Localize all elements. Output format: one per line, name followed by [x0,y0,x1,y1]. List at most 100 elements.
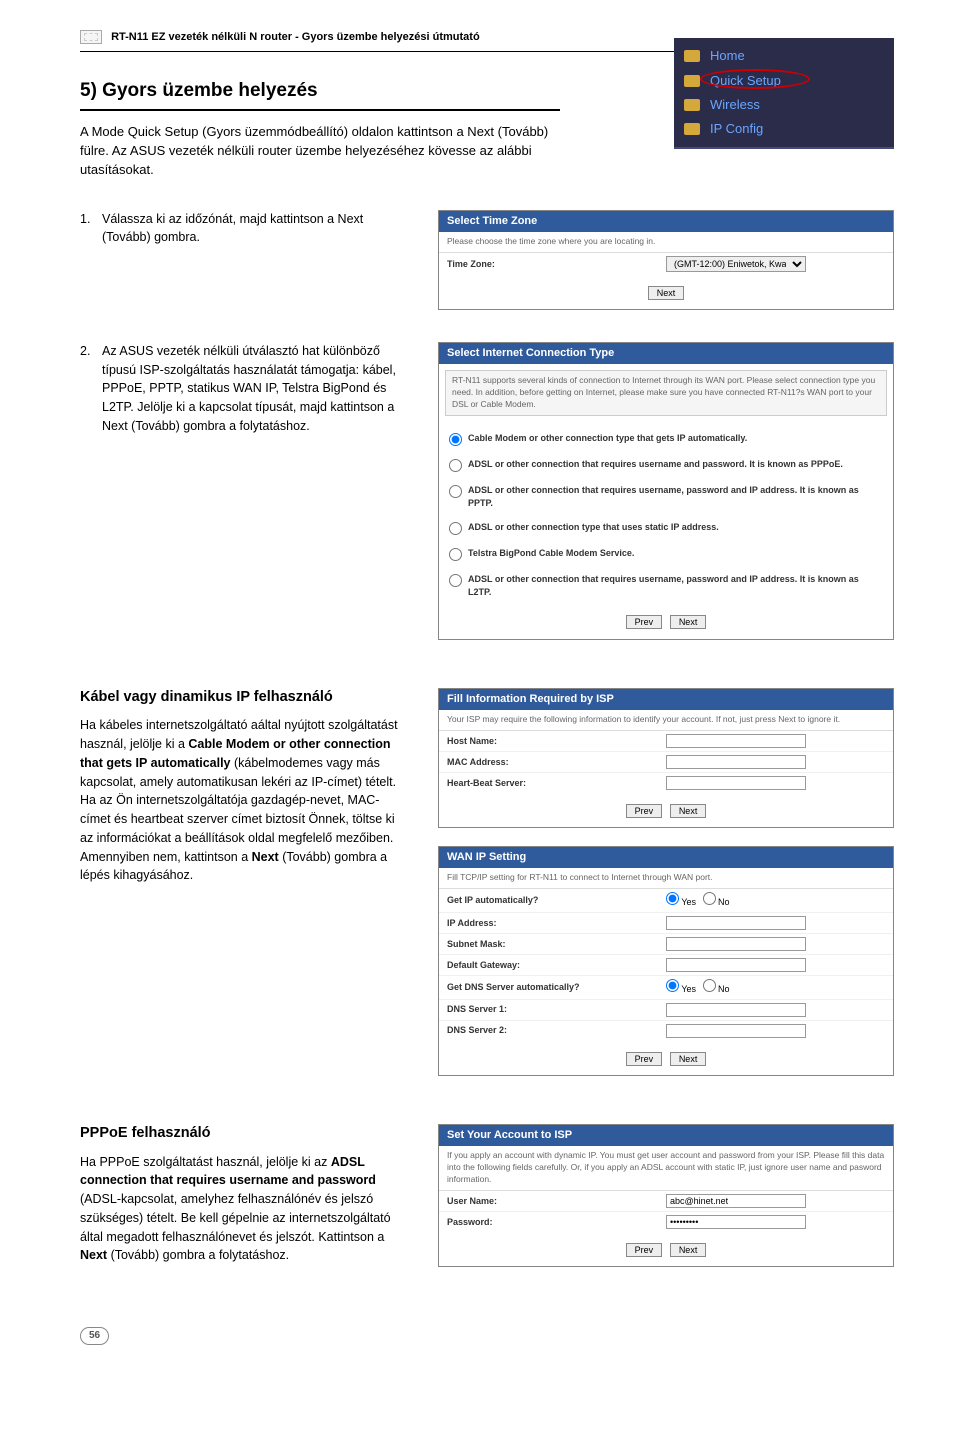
pppoe-heading: PPPoE felhasználó [80,1124,410,1143]
radio-yes[interactable] [666,979,679,992]
wan-row-label: Get DNS Server automatically? [447,981,666,994]
mac-input[interactable] [666,755,806,769]
heartbeat-label: Heart-Beat Server: [447,777,666,790]
prev-button[interactable]: Prev [626,804,663,818]
folder-icon [684,75,700,87]
user-label: User Name: [447,1195,666,1208]
pass-label: Password: [447,1216,666,1229]
no-option[interactable]: No [703,897,730,907]
nav-quick-setup-label: Quick Setup [710,72,781,90]
wan-row-label: DNS Server 2: [447,1024,666,1037]
kabel-heading: Kábel vagy dinamikus IP felhasználó [80,688,410,707]
wan-text-input[interactable] [666,1024,806,1038]
prev-button[interactable]: Prev [626,1243,663,1257]
wan-row-label: IP Address: [447,917,666,930]
wan-row: Get DNS Server automatically? Yes No [439,976,893,1000]
panel-timezone-sub: Please choose the time zone where you ar… [439,232,893,253]
wan-row-value [666,1003,885,1017]
conn-opt-label: ADSL or other connection type that uses … [468,521,719,534]
nav-wireless-label: Wireless [710,96,760,114]
folder-icon [684,123,700,135]
conn-opt-pptp[interactable]: ADSL or other connection that requires u… [449,478,883,515]
conn-radio[interactable] [449,548,462,561]
intro-text: A Mode Quick Setup (Gyors üzemmódbeállít… [80,123,560,180]
wan-row: DNS Server 2: [439,1021,893,1041]
conn-opt-label: ADSL or other connection that requires u… [468,573,883,598]
panel-conn-sub: RT-N11 supports several kinds of connect… [445,370,887,416]
heartbeat-input[interactable] [666,776,806,790]
conn-opt-label: ADSL or other connection that requires u… [468,484,883,509]
nav-ip-config-label: IP Config [710,120,763,138]
panel-timezone-title: Select Time Zone [439,211,893,232]
wan-row: Subnet Mask: [439,934,893,955]
conn-options: Cable Modem or other connection type tha… [439,422,893,604]
nav-home[interactable]: Home [674,44,894,68]
conn-radio[interactable] [449,522,462,535]
panel-fill-info: Fill Information Required by ISP Your IS… [438,688,894,828]
next-button[interactable]: Next [670,804,707,818]
step-2: Az ASUS vezeték nélküli útválasztó hat k… [80,342,410,436]
next-button[interactable]: Next [670,1052,707,1066]
nav-menu: Home Quick Setup Wireless IP Config [674,38,894,149]
user-input[interactable] [666,1194,806,1208]
conn-radio[interactable] [449,485,462,498]
wan-row-value [666,958,885,972]
wan-row: Default Gateway: [439,955,893,976]
timezone-select[interactable]: (GMT-12:00) Eniwetok, Kwajalein [666,256,806,272]
next-button[interactable]: Next [648,286,685,300]
radio-no[interactable] [703,979,716,992]
wan-text-input[interactable] [666,916,806,930]
prev-button[interactable]: Prev [626,615,663,629]
folder-icon [684,99,700,111]
nav-home-label: Home [710,47,745,65]
nav-quick-setup[interactable]: Quick Setup [674,69,894,93]
conn-opt-pppoe[interactable]: ADSL or other connection that requires u… [449,452,883,478]
panel-account-title: Set Your Account to ISP [439,1125,893,1146]
prev-button[interactable]: Prev [626,1052,663,1066]
conn-opt-label: Cable Modem or other connection type tha… [468,432,747,445]
panel-conn-type: Select Internet Connection Type RT-N11 s… [438,342,894,640]
radio-yes[interactable] [666,892,679,905]
wan-row-label: Get IP automatically? [447,894,666,907]
wan-row-value: Yes No [666,892,885,909]
conn-opt-telstra[interactable]: Telstra BigPond Cable Modem Service. [449,541,883,567]
conn-radio[interactable] [449,433,462,446]
next-button[interactable]: Next [670,1243,707,1257]
panel-fill-sub: Your ISP may require the following infor… [439,710,893,731]
doc-header-text: RT-N11 EZ vezeték nélküli N router - Gyo… [111,31,480,43]
conn-opt-static[interactable]: ADSL or other connection type that uses … [449,515,883,541]
router-icon [80,30,102,44]
mac-label: MAC Address: [447,756,666,769]
conn-radio[interactable] [449,574,462,587]
next-button[interactable]: Next [670,615,707,629]
nav-ip-config[interactable]: IP Config [674,117,894,141]
folder-icon [684,50,700,62]
wan-row-label: DNS Server 1: [447,1003,666,1016]
conn-opt-l2tp[interactable]: ADSL or other connection that requires u… [449,567,883,604]
wan-row-value [666,1024,885,1038]
radio-no[interactable] [703,892,716,905]
wan-row-value: Yes No [666,979,885,996]
wan-row: Get IP automatically? Yes No [439,889,893,913]
host-name-input[interactable] [666,734,806,748]
no-option[interactable]: No [703,984,730,994]
page-number: 56 [80,1327,109,1345]
panel-fill-title: Fill Information Required by ISP [439,689,893,710]
conn-radio[interactable] [449,459,462,472]
panel-account: Set Your Account to ISP If you apply an … [438,1124,894,1267]
pass-input[interactable] [666,1215,806,1229]
host-name-label: Host Name: [447,735,666,748]
wan-text-input[interactable] [666,1003,806,1017]
step-list: Válassza ki az időzónát, majd kattintson… [80,210,410,248]
nav-wireless[interactable]: Wireless [674,93,894,117]
wan-row: DNS Server 1: [439,1000,893,1021]
yes-option[interactable]: Yes [666,897,696,907]
kabel-body: Ha kábeles internetszolgáltató aáltal ny… [80,716,410,885]
conn-opt-cable[interactable]: Cable Modem or other connection type tha… [449,426,883,452]
wan-text-input[interactable] [666,937,806,951]
wan-text-input[interactable] [666,958,806,972]
yes-option[interactable]: Yes [666,984,696,994]
conn-opt-label: Telstra BigPond Cable Modem Service. [468,547,634,560]
wan-row-label: Subnet Mask: [447,938,666,951]
panel-conn-title: Select Internet Connection Type [439,343,893,364]
